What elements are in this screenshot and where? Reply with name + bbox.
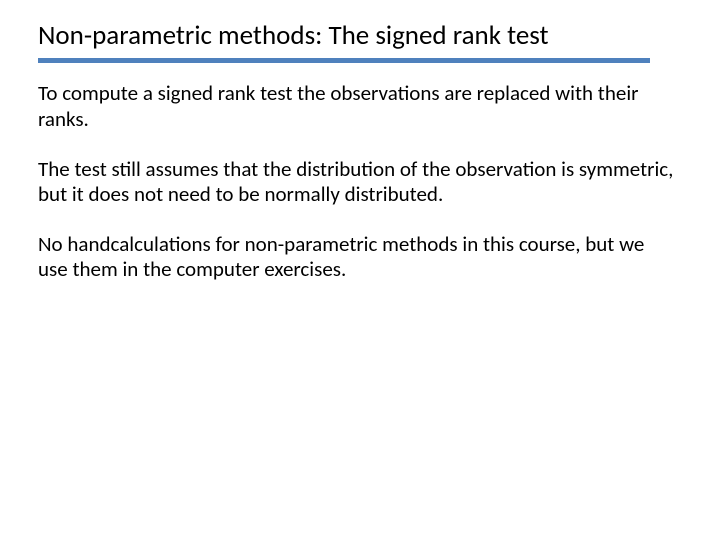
slide-body: To compute a signed rank test the observ… [38,81,682,283]
slide: Non-parametric methods: The signed rank … [0,0,720,540]
body-paragraph: To compute a signed rank test the observ… [38,81,678,132]
slide-title: Non-parametric methods: The signed rank … [38,20,682,52]
title-underline [38,58,650,63]
body-paragraph: The test still assumes that the distribu… [38,157,678,208]
body-paragraph: No handcalculations for non-parametric m… [38,232,678,283]
